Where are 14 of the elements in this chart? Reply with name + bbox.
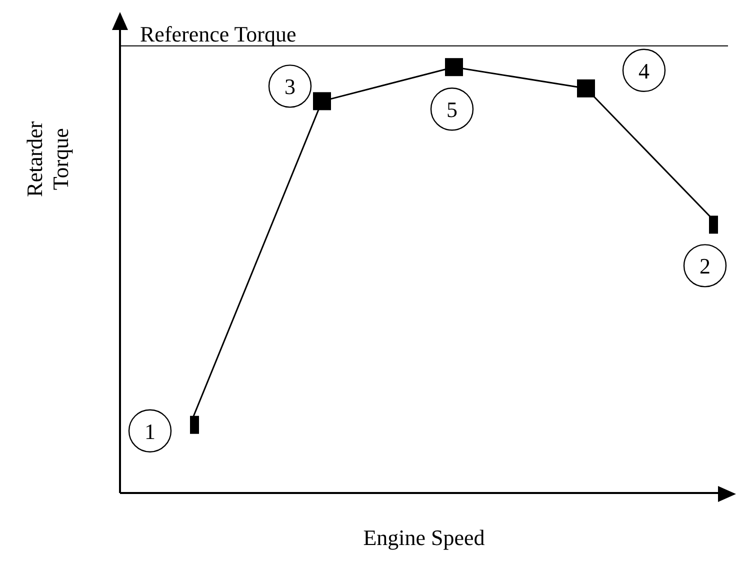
ref-line-label: Reference Torque (140, 21, 296, 46)
circled-number: 2 (683, 244, 727, 288)
y-axis-title: Retarder Torque (22, 120, 73, 197)
circled-number: 5 (430, 88, 474, 131)
circled-number: 4 (622, 48, 666, 92)
annotation: 1 (144, 418, 156, 444)
point (445, 58, 463, 76)
circled-number: 1 (128, 409, 172, 452)
annotation: 5 (446, 97, 458, 122)
annotation: 3 (284, 74, 296, 100)
annotation: 4 (638, 58, 650, 84)
annotation: 2 (700, 254, 710, 279)
circled-number: 3 (268, 64, 312, 108)
x-axis-title: Engine Speed (363, 525, 485, 550)
